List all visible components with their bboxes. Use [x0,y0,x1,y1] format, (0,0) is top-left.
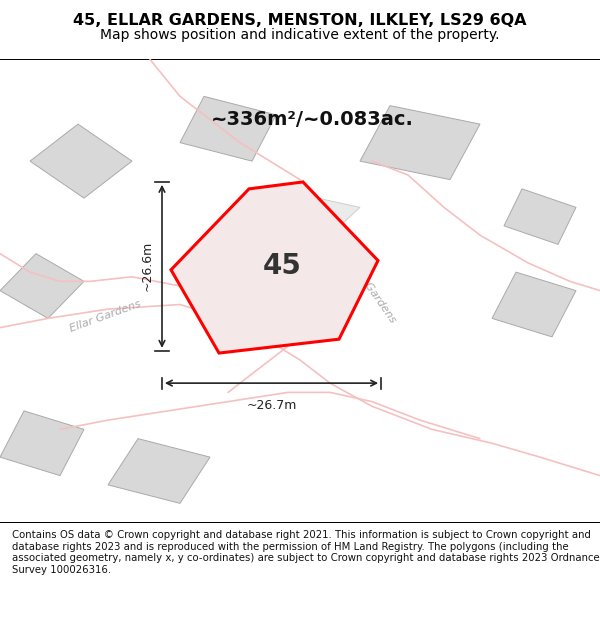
Text: Ellar Gardens: Ellar Gardens [68,299,142,334]
Text: Ellar Gardens: Ellar Gardens [346,257,398,324]
Polygon shape [108,439,210,503]
Polygon shape [180,96,276,161]
Polygon shape [492,272,576,337]
Polygon shape [360,106,480,179]
Text: 45, ELLAR GARDENS, MENSTON, ILKLEY, LS29 6QA: 45, ELLAR GARDENS, MENSTON, ILKLEY, LS29… [73,13,527,28]
Polygon shape [0,411,84,476]
Text: ~26.6m: ~26.6m [140,241,154,291]
Text: ~336m²/~0.083ac.: ~336m²/~0.083ac. [211,110,413,129]
Polygon shape [216,189,360,263]
Polygon shape [30,124,132,198]
Polygon shape [171,182,378,353]
Text: Contains OS data © Crown copyright and database right 2021. This information is : Contains OS data © Crown copyright and d… [12,530,599,575]
Polygon shape [0,254,84,318]
Text: Map shows position and indicative extent of the property.: Map shows position and indicative extent… [100,28,500,41]
Text: ~26.7m: ~26.7m [247,399,296,412]
Text: 45: 45 [263,252,302,279]
Polygon shape [504,189,576,244]
